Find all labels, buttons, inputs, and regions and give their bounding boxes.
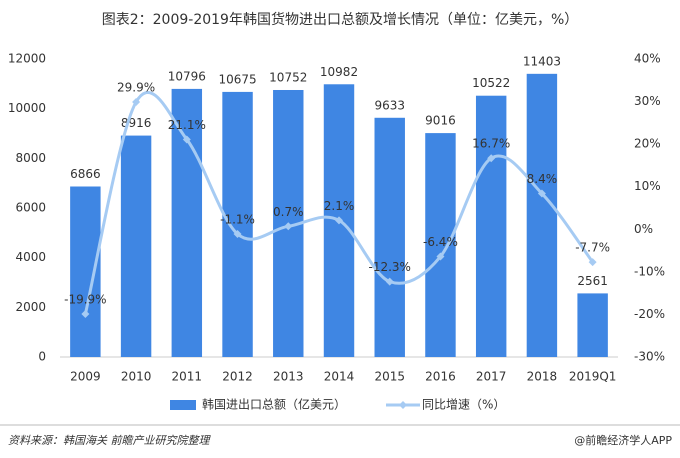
line-value-label: -19.9% — [64, 293, 106, 307]
line-value-label: 8.4% — [527, 172, 558, 186]
x-tick-label: 2018 — [527, 370, 558, 384]
y2-tick-label: -20% — [634, 307, 665, 321]
bar-value-label: 2561 — [577, 274, 608, 288]
bar — [374, 117, 405, 357]
bar — [171, 88, 203, 358]
line-value-label: -12.3% — [369, 260, 411, 274]
y2-tick-label: -10% — [634, 264, 665, 278]
line-value-label: 2.1% — [324, 199, 355, 213]
x-tick-label: 2017 — [476, 370, 507, 384]
y2-tick-label: 40% — [634, 52, 661, 66]
bar — [526, 73, 558, 357]
y-tick-label: 8000 — [15, 151, 46, 165]
x-tick-label: 2014 — [324, 370, 355, 384]
bar-value-label: 10752 — [269, 70, 307, 84]
bar-value-label: 10522 — [472, 76, 510, 90]
y2-tick-label: 10% — [634, 179, 661, 193]
bar — [577, 293, 608, 357]
line-marker — [233, 229, 242, 238]
legend-label: 同比增速（%） — [422, 398, 505, 412]
legend-label: 韩国进出口总额（亿美元） — [202, 397, 346, 412]
x-tick-label: 2019Q1 — [569, 370, 617, 384]
legend-swatch — [170, 400, 196, 410]
line-marker — [335, 216, 343, 225]
y-tick-label: 2000 — [15, 300, 46, 314]
y-tick-label: 12000 — [8, 52, 46, 66]
bar — [475, 95, 507, 357]
line-marker — [487, 154, 496, 163]
line-marker — [81, 310, 90, 319]
bar-value-label: 6866 — [70, 167, 101, 181]
y-tick-label: 6000 — [15, 201, 46, 215]
line-marker — [537, 189, 546, 198]
growth-line — [83, 91, 594, 315]
bar-value-label: 10982 — [320, 65, 358, 79]
source: 资料来源：韩国海关 前瞻产业研究院整理 — [8, 434, 211, 447]
line-value-label: -1.1% — [220, 212, 255, 226]
line-marker — [284, 222, 293, 231]
credit: @前瞻经济学人APP — [574, 433, 672, 447]
line-value-label: -6.4% — [423, 235, 458, 249]
line-marker — [132, 97, 141, 106]
bar-value-label: 11403 — [523, 54, 561, 68]
line-value-label: 29.9% — [117, 80, 155, 94]
bar — [70, 186, 101, 357]
x-tick-label: 2013 — [273, 370, 304, 384]
bar — [222, 91, 253, 357]
bar-value-label: 10796 — [168, 69, 206, 83]
line-value-label: 21.1% — [168, 118, 206, 132]
bar — [120, 135, 152, 357]
y-tick-label: 0 — [38, 350, 46, 364]
x-tick-label: 2015 — [374, 370, 405, 384]
line-value-label: -7.7% — [575, 241, 610, 255]
y2-tick-label: 20% — [634, 137, 661, 151]
y2-tick-label: -30% — [634, 350, 665, 364]
bar — [425, 133, 456, 357]
line-value-label: 0.7% — [273, 205, 304, 219]
x-tick-label: 2009 — [70, 370, 101, 384]
x-tick-label: 2011 — [172, 370, 203, 384]
line-marker — [385, 277, 394, 286]
y-tick-label: 10000 — [8, 101, 46, 115]
line-value-label: 16.7% — [472, 137, 510, 151]
x-tick-label: 2010 — [121, 370, 152, 384]
y2-tick-label: 0% — [634, 222, 653, 236]
legend-swatch — [399, 401, 407, 409]
line-marker — [182, 135, 191, 144]
line-marker — [588, 258, 597, 267]
y-tick-label: 4000 — [15, 250, 46, 264]
bar-value-label: 10675 — [218, 72, 256, 86]
x-tick-label: 2016 — [425, 370, 456, 384]
line-marker — [436, 252, 445, 261]
bar-value-label: 9633 — [374, 98, 405, 112]
x-tick-label: 2012 — [222, 370, 253, 384]
y2-tick-label: 30% — [634, 94, 661, 108]
chart-title: 图表2：2009-2019年韩国货物进出口总额及增长情况（单位：亿美元，%） — [102, 11, 579, 28]
bar-value-label: 9016 — [425, 114, 456, 128]
